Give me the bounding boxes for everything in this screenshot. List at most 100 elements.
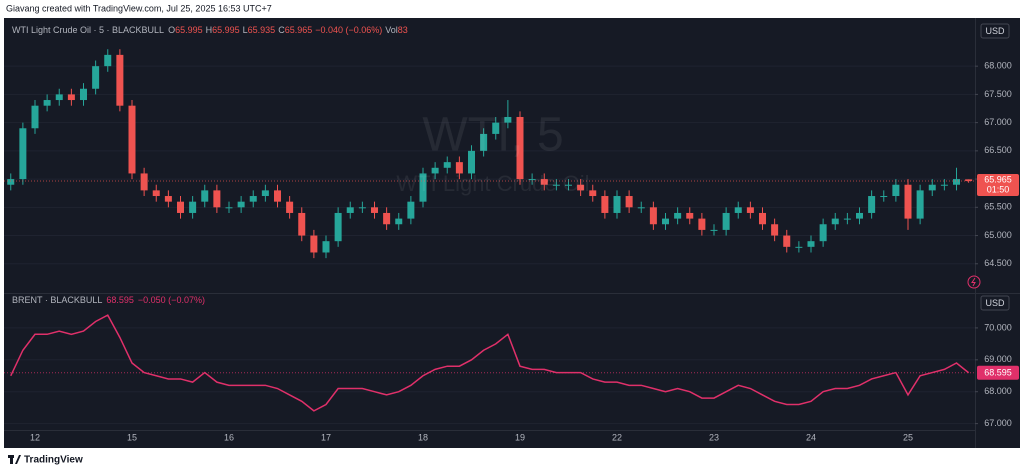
- candle-body: [759, 212, 766, 225]
- candle-body: [795, 246, 803, 248]
- candle-body: [19, 128, 27, 180]
- candle-body: [7, 179, 15, 185]
- candle-body: [419, 173, 427, 202]
- candle-body: [358, 207, 366, 209]
- x-tick-label: 12: [30, 432, 40, 442]
- candle-body: [868, 196, 876, 213]
- candle-body: [286, 201, 294, 213]
- candle-body: [904, 184, 912, 219]
- currency[interactable]: USD: [985, 26, 1005, 36]
- candle-body: [492, 122, 500, 134]
- logo: [10, 455, 13, 464]
- change: −0.050 (−0.07%): [138, 295, 205, 305]
- candle-body: [589, 190, 597, 197]
- y-tick-label: 65.000: [984, 230, 1012, 240]
- logo: [15, 455, 21, 464]
- candle-body: [104, 54, 112, 67]
- candle-body: [395, 218, 403, 225]
- candle-body: [662, 218, 669, 225]
- price-line: [10, 314, 970, 412]
- candle-body: [346, 207, 354, 213]
- candle-body: [807, 241, 815, 247]
- close-value: 65.965: [285, 25, 313, 35]
- volume-label: Vol: [385, 25, 398, 35]
- x-tick-label: 16: [224, 432, 234, 442]
- x-tick-label: 18: [418, 432, 428, 442]
- candle-body: [189, 201, 197, 213]
- change: −0.040 (−0.06%): [315, 25, 382, 35]
- candle-body: [383, 212, 391, 225]
- candle-body: [565, 184, 572, 186]
- high-value: 65.995: [212, 25, 240, 35]
- candle-body: [164, 196, 172, 202]
- candle-body: [698, 218, 706, 230]
- currency-button[interactable]: [980, 295, 1010, 311]
- candle-body: [552, 184, 560, 186]
- candle-body: [722, 212, 730, 230]
- candle-body: [674, 212, 682, 219]
- brent-legend: BRENT · BLACKBULL 68.595 −0.050 (−0.07%): [12, 295, 205, 305]
- chart-background: [4, 18, 1020, 448]
- currency-button[interactable]: [980, 23, 1010, 39]
- candle-body: [831, 218, 839, 225]
- candle-body: [746, 207, 754, 213]
- candle-body: [686, 212, 694, 219]
- y-tick-label: 69.000: [984, 354, 1012, 364]
- candle-body: [783, 235, 791, 247]
- ohlc-label: C: [278, 25, 285, 35]
- candle-body: [310, 235, 318, 253]
- candle-body: [601, 196, 609, 213]
- candle-body: [55, 94, 63, 101]
- candle-body: [177, 201, 184, 213]
- x-tick-label: 23: [709, 432, 719, 442]
- footer-brand: TradingView: [24, 455, 83, 466]
- candle-body: [540, 179, 548, 185]
- candle-body: [298, 212, 306, 236]
- candle-body: [528, 179, 536, 181]
- candle-body: [67, 94, 75, 101]
- candle-body: [928, 184, 936, 191]
- candle-body: [880, 196, 888, 198]
- candle-body: [771, 224, 779, 236]
- wti-legend: WTI Light Crude Oil · 5 · BLACKBULL O65.9…: [12, 25, 408, 35]
- candle-body: [965, 179, 973, 182]
- currency[interactable]: USD: [985, 298, 1005, 308]
- y-tick-label: 68.000: [984, 386, 1012, 396]
- candle-body: [407, 201, 415, 219]
- credit: Giavang created with TradingView.com, Ju…: [6, 3, 272, 13]
- candle-body: [734, 207, 742, 213]
- candle-body: [31, 105, 39, 129]
- low-value: 65.935: [248, 25, 276, 35]
- countdown: 01:50: [987, 184, 1010, 194]
- price-tag: [977, 365, 1019, 380]
- price-tag-label: 65.965: [984, 174, 1012, 184]
- candle-body: [480, 133, 488, 151]
- alert-icon-bolt: [971, 277, 976, 287]
- candle-body: [940, 184, 948, 186]
- x-tick-label: 19: [515, 432, 525, 442]
- candle-body: [455, 162, 463, 174]
- y-tick-label: 66.500: [984, 145, 1012, 155]
- x-tick-label: 22: [612, 432, 622, 442]
- candle-body: [443, 162, 451, 168]
- candle-body: [92, 66, 100, 89]
- last-value: 68.595: [106, 295, 134, 305]
- y-tick-label: 67.000: [984, 418, 1012, 428]
- y-tick-label: 67.000: [984, 117, 1012, 127]
- candle-body: [516, 116, 524, 180]
- candle-body: [819, 224, 827, 242]
- candle-body: [856, 212, 863, 219]
- price-tag: [977, 174, 1019, 197]
- candle-body: [225, 207, 233, 209]
- marks: 64.50065.00065.50066.00066.50067.00067.5…: [4, 49, 1019, 442]
- candle-body: [649, 207, 657, 225]
- candle-body: [625, 196, 633, 208]
- symbol: WTI Light Crude Oil · 5 · BLACKBULL: [12, 25, 164, 35]
- candle-body: [274, 190, 281, 202]
- candle-body: [468, 150, 475, 174]
- candle-body: [152, 190, 160, 197]
- candle-body: [140, 173, 148, 191]
- ohlc-label: L: [243, 25, 248, 35]
- price-tag-label: 68.595: [984, 368, 1012, 378]
